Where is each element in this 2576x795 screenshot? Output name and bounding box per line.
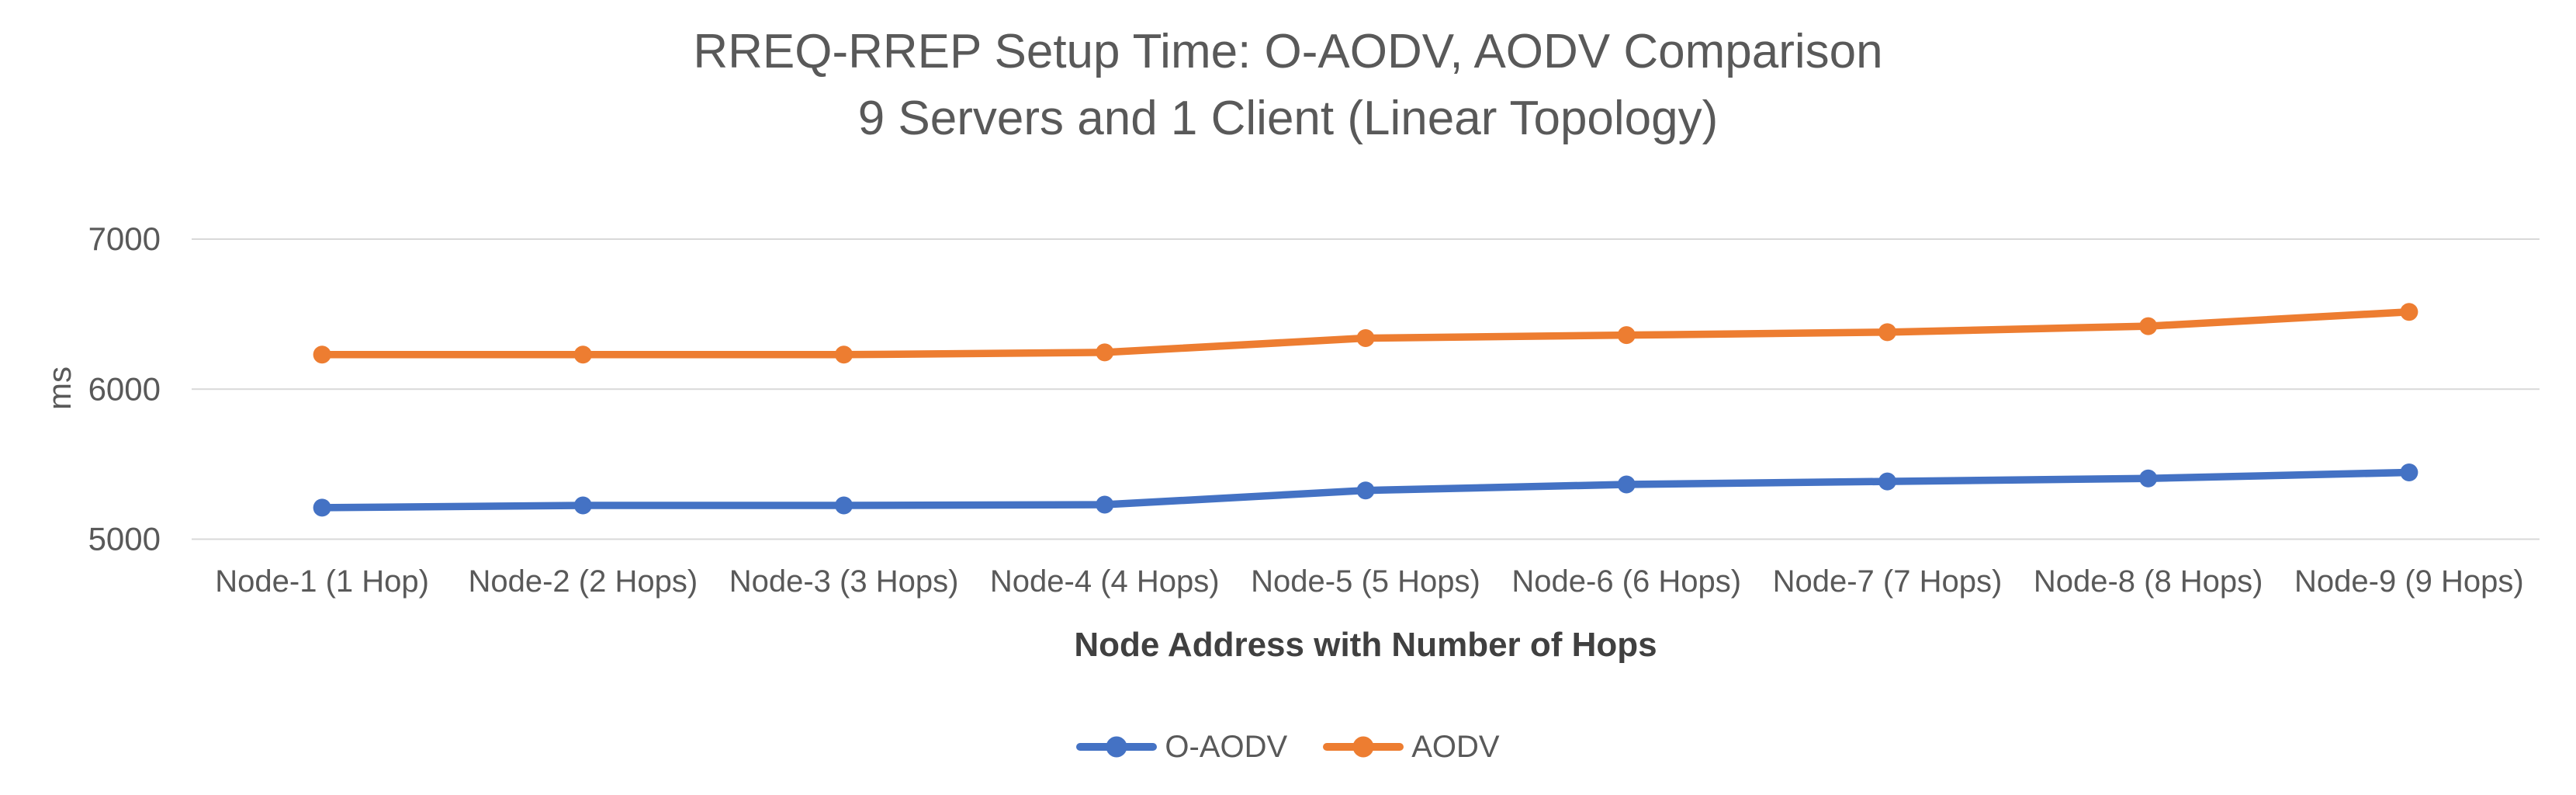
data-point-O-AODV-2 xyxy=(573,496,592,515)
data-point-AODV-4 xyxy=(1096,343,1114,362)
data-point-AODV-3 xyxy=(835,345,853,364)
data-point-O-AODV-4 xyxy=(1096,495,1114,514)
aodv-series-dot-icon xyxy=(1352,736,1374,758)
data-point-AODV-2 xyxy=(573,345,592,364)
data-point-O-AODV-3 xyxy=(835,496,853,515)
x-tick-label-2: Node-2 (2 Hops) xyxy=(468,564,698,599)
data-point-AODV-7 xyxy=(1878,323,1896,342)
data-point-O-AODV-1 xyxy=(313,498,331,517)
data-point-O-AODV-7 xyxy=(1878,472,1896,491)
x-tick-label-1: Node-1 (1 Hop) xyxy=(215,564,429,599)
legend: O-AODV AODV xyxy=(0,722,2576,772)
data-point-AODV-5 xyxy=(1356,329,1375,348)
o-aodv-series-dot-icon xyxy=(1106,736,1127,758)
chart-title: RREQ-RREP Setup Time: O-AODV, AODV Compa… xyxy=(693,25,1883,78)
x-tick-label-3: Node-3 (3 Hops) xyxy=(729,564,959,599)
data-point-AODV-9 xyxy=(2400,303,2418,321)
chart-subtitle: 9 Servers and 1 Client (Linear Topology) xyxy=(857,92,1719,145)
x-tick-label-8: Node-8 (8 Hops) xyxy=(2034,564,2263,599)
data-point-AODV-6 xyxy=(1617,326,1636,345)
legend-label-aodv: AODV xyxy=(1411,729,1500,764)
x-tick-label-9: Node-9 (9 Hops) xyxy=(2294,564,2524,599)
x-tick-label-5: Node-5 (5 Hops) xyxy=(1251,564,1480,599)
data-point-AODV-1 xyxy=(313,345,331,364)
aodv-series-marker-icon xyxy=(1323,736,1404,758)
y-tick-label-6000: 6000 xyxy=(88,370,161,407)
y-tick-label-5000: 5000 xyxy=(88,521,161,557)
data-point-O-AODV-6 xyxy=(1617,475,1636,494)
legend-item-o-aodv: O-AODV xyxy=(1076,730,1287,765)
legend-item-aodv: AODV xyxy=(1323,729,1500,765)
x-tick-label-7: Node-7 (7 Hops) xyxy=(1773,564,2003,599)
data-point-O-AODV-5 xyxy=(1356,481,1375,500)
legend-label-o-aodv: O-AODV xyxy=(1165,729,1288,764)
data-point-O-AODV-9 xyxy=(2400,463,2418,482)
x-tick-label-4: Node-4 (4 Hops) xyxy=(990,564,1220,599)
y-tick-label-7000: 7000 xyxy=(88,220,161,257)
data-point-O-AODV-8 xyxy=(2139,469,2158,488)
x-axis-title: Node Address with Number of Hops xyxy=(1074,626,1657,664)
o-aodv-series-marker-icon xyxy=(1076,736,1158,758)
chart-title-block: RREQ-RREP Setup Time: O-AODV, AODV Compa… xyxy=(0,19,2576,152)
x-tick-label-6: Node-6 (6 Hops) xyxy=(1511,564,1741,599)
data-point-AODV-8 xyxy=(2139,317,2158,335)
y-axis-title: ms xyxy=(41,366,78,410)
